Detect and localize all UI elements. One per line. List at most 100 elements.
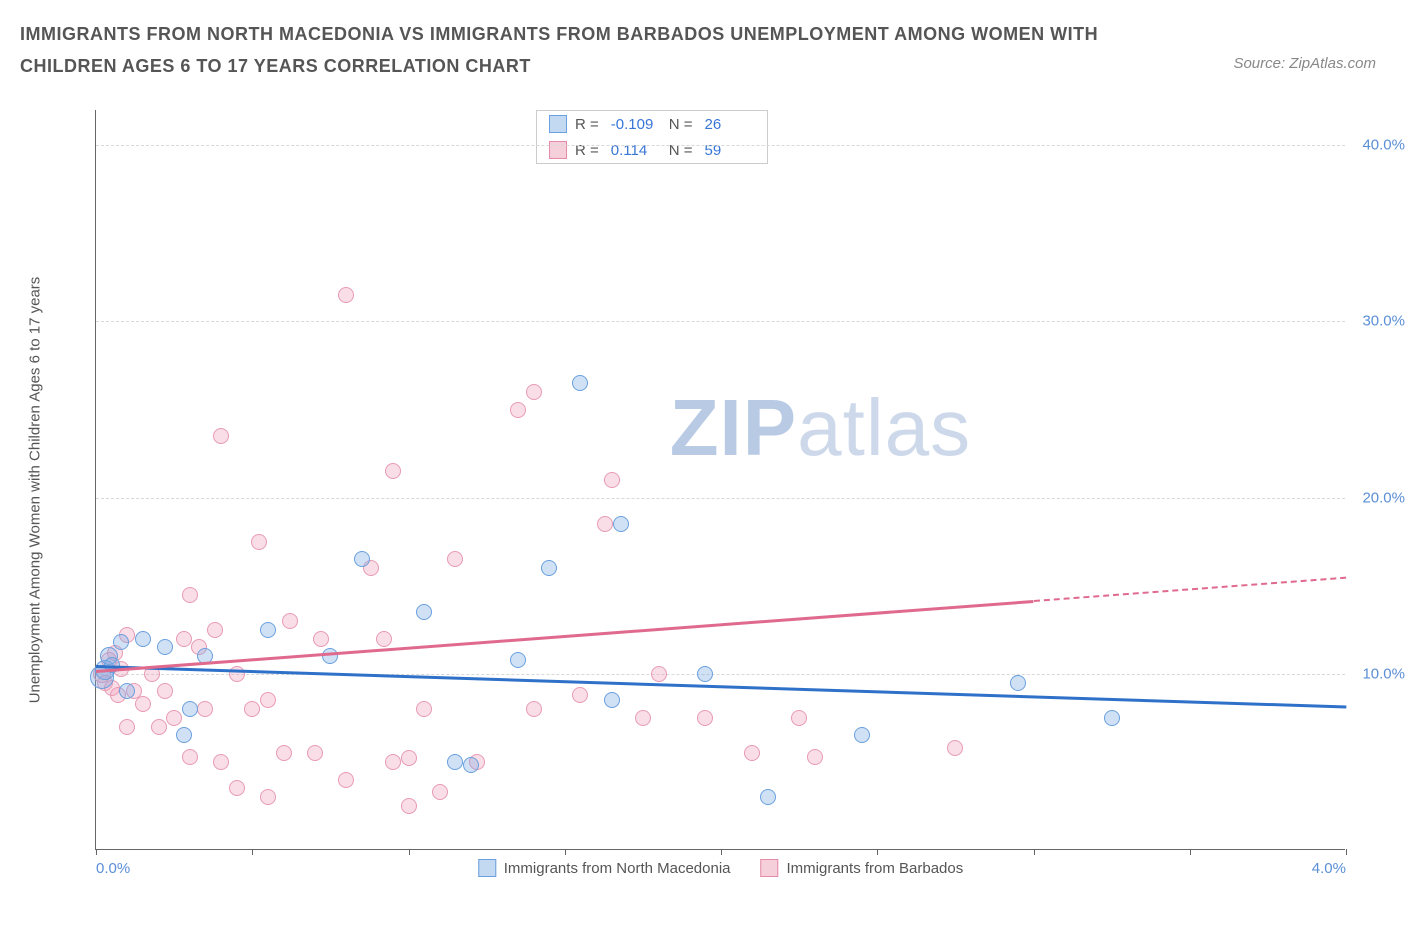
source-attribution: Source: ZipAtlas.com xyxy=(1233,55,1376,72)
data-point xyxy=(744,745,760,761)
data-point xyxy=(947,740,963,756)
data-point xyxy=(182,587,198,603)
legend-label-b: Immigrants from Barbados xyxy=(787,860,964,877)
swatch-series-b xyxy=(761,859,779,877)
x-tick-mark xyxy=(252,849,253,855)
trend-line xyxy=(1033,577,1346,602)
data-point xyxy=(157,639,173,655)
data-point xyxy=(401,798,417,814)
data-point xyxy=(416,701,432,717)
data-point xyxy=(604,472,620,488)
data-point xyxy=(135,696,151,712)
data-point xyxy=(229,666,245,682)
r-value-a: -0.109 xyxy=(611,116,661,133)
gridline xyxy=(96,498,1345,499)
data-point xyxy=(463,757,479,773)
data-point xyxy=(229,780,245,796)
data-point xyxy=(401,750,417,766)
swatch-series-a xyxy=(478,859,496,877)
data-point xyxy=(385,463,401,479)
stats-row-series-b: R = 0.114 N = 59 xyxy=(537,137,767,163)
trend-line xyxy=(96,600,1034,673)
data-point xyxy=(432,784,448,800)
data-point xyxy=(807,749,823,765)
x-tick-mark xyxy=(721,849,722,855)
data-point xyxy=(613,516,629,532)
data-point xyxy=(244,701,260,717)
data-point xyxy=(338,287,354,303)
data-point xyxy=(526,384,542,400)
stats-row-series-a: R = -0.109 N = 26 xyxy=(537,111,767,137)
legend-item-a: Immigrants from North Macedonia xyxy=(478,859,731,877)
data-point xyxy=(307,745,323,761)
data-point xyxy=(1104,710,1120,726)
x-tick-mark xyxy=(1190,849,1191,855)
data-point xyxy=(260,622,276,638)
data-point xyxy=(354,551,370,567)
data-point xyxy=(176,631,192,647)
x-tick-mark xyxy=(1034,849,1035,855)
y-tick-label: 30.0% xyxy=(1362,313,1405,330)
data-point xyxy=(510,402,526,418)
data-point xyxy=(166,710,182,726)
data-point xyxy=(447,754,463,770)
n-value-a: 26 xyxy=(705,116,755,133)
x-tick-mark xyxy=(409,849,410,855)
data-point xyxy=(760,789,776,805)
y-tick-label: 40.0% xyxy=(1362,137,1405,154)
data-point xyxy=(572,687,588,703)
data-point xyxy=(376,631,392,647)
chart-area: Unemployment Among Women with Children A… xyxy=(65,110,1375,870)
data-point xyxy=(635,710,651,726)
gridline xyxy=(96,145,1345,146)
data-point xyxy=(157,683,173,699)
data-point xyxy=(176,727,192,743)
data-point xyxy=(447,551,463,567)
n-value-b: 59 xyxy=(705,142,755,159)
data-point xyxy=(207,622,223,638)
r-value-b: 0.114 xyxy=(611,142,661,159)
data-point xyxy=(182,749,198,765)
data-point xyxy=(416,604,432,620)
y-axis-title: Unemployment Among Women with Children A… xyxy=(27,277,44,704)
x-tick-mark xyxy=(1346,849,1347,855)
r-label: R = xyxy=(575,142,599,159)
stats-legend: R = -0.109 N = 26 R = 0.114 N = 59 xyxy=(536,110,768,164)
trend-line xyxy=(96,665,1346,708)
data-point xyxy=(791,710,807,726)
x-tick-label: 4.0% xyxy=(1312,860,1346,877)
data-point xyxy=(604,692,620,708)
data-point xyxy=(697,666,713,682)
watermark: ZIPatlas xyxy=(670,382,971,474)
data-point xyxy=(313,631,329,647)
data-point xyxy=(597,516,613,532)
swatch-series-b xyxy=(549,141,567,159)
data-point xyxy=(854,727,870,743)
data-point xyxy=(276,745,292,761)
data-point xyxy=(572,375,588,391)
x-tick-mark xyxy=(96,849,97,855)
y-tick-label: 10.0% xyxy=(1362,665,1405,682)
data-point xyxy=(260,789,276,805)
data-point xyxy=(322,648,338,664)
data-point xyxy=(541,560,557,576)
data-point xyxy=(282,613,298,629)
n-label: N = xyxy=(669,116,693,133)
r-label: R = xyxy=(575,116,599,133)
data-point xyxy=(119,719,135,735)
data-point xyxy=(1010,675,1026,691)
y-tick-label: 20.0% xyxy=(1362,489,1405,506)
data-point xyxy=(113,634,129,650)
data-point xyxy=(526,701,542,717)
data-point xyxy=(510,652,526,668)
gridline xyxy=(96,321,1345,322)
x-tick-mark xyxy=(565,849,566,855)
data-point xyxy=(151,719,167,735)
bottom-legend: Immigrants from North Macedonia Immigran… xyxy=(478,859,963,877)
scatter-plot: ZIPatlas R = -0.109 N = 26 R = 0.114 N =… xyxy=(95,110,1345,850)
data-point xyxy=(213,428,229,444)
data-point xyxy=(251,534,267,550)
data-point xyxy=(213,754,229,770)
legend-label-a: Immigrants from North Macedonia xyxy=(504,860,731,877)
data-point xyxy=(651,666,667,682)
